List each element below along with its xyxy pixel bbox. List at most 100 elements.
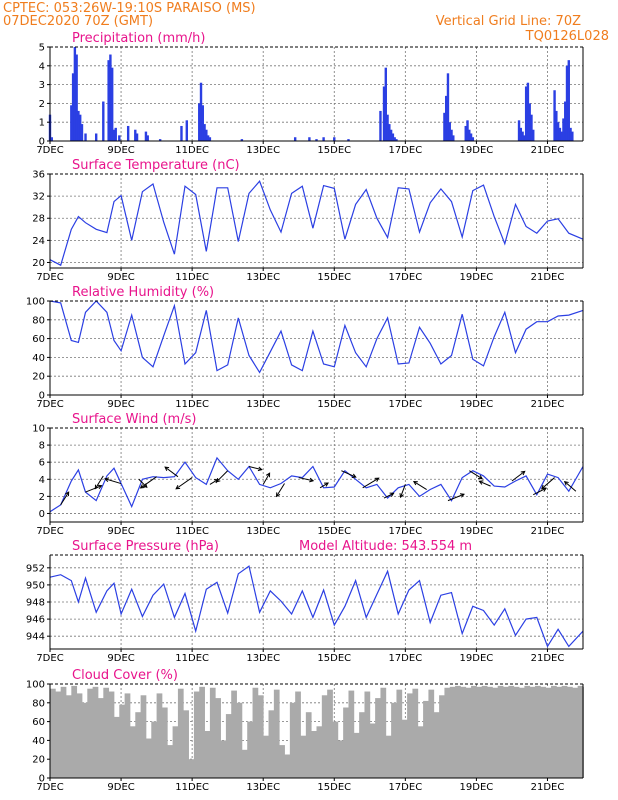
- cloud-bar: [161, 707, 168, 778]
- precip-bar: [75, 54, 78, 141]
- x-tick-label: 11DEC: [175, 782, 209, 793]
- cloud-bar: [465, 687, 472, 778]
- precip-bar: [569, 127, 572, 141]
- cloud-bar: [567, 686, 573, 778]
- x-tick-label: 13DEC: [246, 526, 280, 537]
- pressure-title: Surface Pressure (hPa): [72, 539, 219, 554]
- precip-bar: [448, 122, 451, 141]
- x-tick-label: 7DEC: [36, 272, 63, 283]
- precip-bar: [469, 133, 473, 141]
- precip-bar: [558, 127, 562, 141]
- precip-bar: [526, 82, 530, 141]
- y-tick-label: 948: [26, 598, 45, 609]
- wind-arrow: [85, 484, 103, 493]
- cloud-bar: [481, 685, 488, 778]
- cloud-bar: [524, 685, 531, 778]
- cloud-bar: [279, 745, 285, 778]
- x-tick-label: 15DEC: [317, 145, 351, 156]
- y-tick-label: 952: [26, 563, 45, 574]
- cloud-bar: [460, 686, 467, 778]
- y-tick-label: 6: [39, 458, 45, 469]
- cloud-bar: [92, 686, 99, 778]
- x-tick-label: 9DEC: [107, 782, 134, 793]
- precip-bar: [315, 139, 318, 141]
- cloud-bar: [407, 693, 413, 778]
- precip-title: Precipitation (mm/h): [72, 31, 205, 46]
- y-tick-label: 24: [32, 236, 45, 247]
- cloud-bar: [444, 687, 451, 778]
- y-tick-label: 4: [39, 61, 45, 72]
- x-tick-label: 21DEC: [531, 272, 565, 283]
- cloud-bar: [497, 685, 504, 778]
- wind-arrow: [447, 493, 465, 502]
- cloud-bar: [343, 707, 349, 778]
- cloud-bar: [305, 712, 312, 778]
- precip-bar: [84, 133, 87, 141]
- cloud-bar: [572, 687, 579, 778]
- wind-arrow: [412, 480, 427, 490]
- cloud-bar: [124, 693, 131, 778]
- precip-bar: [471, 137, 475, 141]
- precip-bar: [112, 129, 116, 141]
- x-tick-label: 7DEC: [36, 653, 63, 664]
- wind-arrow: [138, 478, 148, 489]
- x-tick-label: 17DEC: [388, 782, 422, 793]
- precip-bar: [562, 118, 565, 141]
- cloud-bar: [177, 688, 184, 778]
- model-id: TQ0126L028: [525, 29, 609, 44]
- cloud-bar: [401, 719, 408, 778]
- cloud-bar: [231, 690, 237, 778]
- grid-line-note: Vertical Grid Line: 70Z: [436, 14, 581, 29]
- precip-bar: [464, 125, 467, 141]
- wind-arrow: [94, 475, 104, 490]
- precip-bar: [528, 103, 531, 141]
- wind-arrow: [298, 477, 315, 483]
- cloud-bar: [316, 726, 323, 778]
- run-date-header: 07DEC2020 70Z (GMT): [3, 14, 153, 29]
- wind-arrow: [215, 470, 229, 483]
- cloud-bar: [412, 688, 419, 778]
- x-tick-label: 21DEC: [531, 526, 565, 537]
- y-tick-label: 0: [39, 509, 45, 520]
- x-tick-label: 17DEC: [388, 526, 422, 537]
- x-tick-label: 19DEC: [460, 399, 494, 410]
- cloud-bar: [487, 686, 493, 778]
- cloud-bar: [540, 686, 547, 778]
- precip-bar: [523, 135, 526, 141]
- x-tick-label: 21DEC: [531, 782, 565, 793]
- cloud-bar: [140, 695, 147, 778]
- x-tick-label: 11DEC: [175, 526, 209, 537]
- cloud-bar: [551, 685, 557, 778]
- precip-bar: [205, 129, 208, 141]
- cloud-bar: [50, 688, 56, 778]
- wind-arrow: [469, 470, 483, 480]
- precip-bar: [556, 122, 560, 141]
- y-tick-label: 60: [32, 717, 45, 728]
- cloud-bar: [380, 687, 387, 778]
- cloud-panel: 0 20 40 60 80 100 7DEC 9DEC 11DEC 13DEC 15DEC 17DEC…: [26, 668, 584, 793]
- precip-bar: [308, 137, 311, 141]
- wind-arrow: [275, 483, 285, 498]
- x-tick-label: 7DEC: [36, 399, 63, 410]
- y-tick-label: 944: [26, 632, 45, 643]
- cloud-bar: [449, 686, 456, 778]
- precip-bar: [135, 133, 139, 141]
- precip-bar: [322, 137, 325, 141]
- y-tick-label: 100: [26, 297, 45, 308]
- y-tick-label: 80: [32, 698, 45, 709]
- y-tick-label: 946: [26, 615, 45, 626]
- precip-bar: [391, 133, 395, 141]
- cloud-bar: [471, 685, 477, 778]
- x-tick-label: 13DEC: [246, 782, 280, 793]
- precip-bar: [185, 120, 189, 141]
- x-tick-label: 15DEC: [317, 272, 351, 283]
- precip-bar: [388, 124, 391, 141]
- x-tick-label: 7DEC: [36, 526, 63, 537]
- rh-panel: 0 20 40 60 80 100 7DEC 9DEC 11DEC 13DEC 15DEC 17DEC…: [26, 285, 584, 410]
- precip-bar: [50, 137, 53, 141]
- cloud-bar: [561, 685, 568, 778]
- precip-bar: [450, 129, 453, 141]
- cloud-bar: [215, 698, 221, 778]
- precip-bar: [517, 120, 521, 141]
